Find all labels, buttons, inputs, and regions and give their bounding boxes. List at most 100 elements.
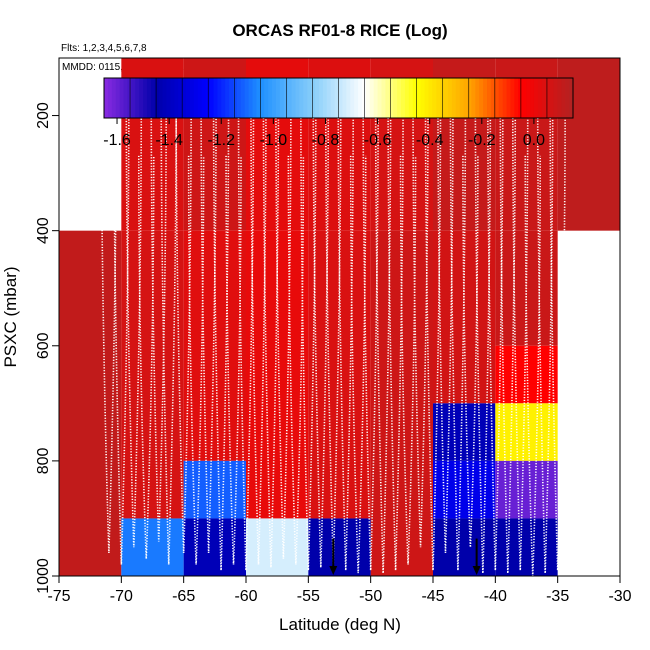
flight-profile-track: [487, 104, 504, 571]
colorbar-swatch: [338, 78, 344, 118]
flight-profile-track: [125, 104, 143, 548]
colorbar-swatch: [143, 78, 148, 118]
heatmap-cell: [495, 460, 558, 519]
colorbar-swatch: [154, 78, 160, 118]
colorbar-swatch: [490, 78, 496, 118]
colorbar-swatch: [518, 78, 523, 118]
colorbar-swatch: [549, 78, 555, 118]
colorbar-swatch: [139, 78, 144, 118]
colorbar-swatch: [209, 78, 215, 118]
colorbar-swatch: [471, 78, 476, 118]
colorbar-tick-label: -1.0: [260, 132, 288, 149]
colorbar-swatch: [135, 78, 140, 118]
colorbar-swatch: [283, 78, 289, 118]
heatmap-cell: [59, 230, 122, 576]
x-tick-label: -50: [359, 588, 382, 605]
flight-profile-track: [237, 104, 255, 571]
colorbar-swatch: [275, 78, 281, 118]
colorbar-swatch: [115, 78, 121, 118]
colorbar-swatch: [389, 78, 394, 118]
colorbar-swatch: [225, 78, 230, 118]
x-tick-label: -75: [47, 588, 70, 605]
colorbar-swatch: [322, 78, 328, 118]
flight-profile-track: [424, 104, 442, 571]
flight-profile-track: [474, 104, 492, 574]
colorbar-swatch: [537, 78, 543, 118]
colorbar-swatch: [123, 78, 129, 118]
colorbar-swatch: [424, 78, 429, 118]
colorbar-swatch: [408, 78, 414, 118]
heatmap-cell: [433, 460, 496, 519]
colorbar-swatch: [229, 78, 234, 118]
colorbar-swatch: [279, 78, 285, 118]
colorbar-swatch: [197, 78, 203, 118]
colorbar-swatch: [334, 78, 340, 118]
colorbar-swatch: [240, 78, 246, 118]
colorbar: -1.6 -1.4 -1.2 -1.0 -0.8 -0.6 -0.4 -0.2 0.0: [103, 77, 574, 149]
flight-profile-track: [549, 104, 566, 571]
colorbar-swatch: [498, 78, 504, 118]
flight-profile-track: [499, 104, 517, 574]
colorbar-swatch: [381, 78, 386, 118]
colorbar-tick-label: -1.2: [207, 132, 235, 149]
colorbar-swatch: [264, 78, 269, 118]
heatmap-cell: [246, 518, 309, 576]
colorbar-swatch: [545, 78, 551, 118]
colorbar-swatch: [506, 78, 512, 118]
colorbar-swatch: [373, 78, 379, 118]
colorbar-swatch: [361, 78, 367, 118]
colorbar-swatch: [354, 78, 359, 118]
x-tick-label: -65: [172, 588, 195, 605]
colorbar-swatch: [193, 78, 199, 118]
flight-profile-track: [300, 104, 317, 571]
colorbar-swatch: [232, 78, 238, 118]
colorbar-swatch: [475, 78, 480, 118]
heatmap-cell: [183, 518, 246, 576]
heatmap-cell: [495, 403, 558, 461]
surface-markers: [329, 538, 481, 575]
colorbar-tick-label: -1.4: [155, 132, 183, 149]
x-tick-label: -30: [608, 588, 631, 605]
colorbar-swatch: [561, 78, 566, 118]
colorbar-swatch: [401, 78, 406, 118]
y-tick-label: 1000: [35, 558, 52, 594]
colorbar-tick-label: -1.6: [103, 132, 131, 149]
flight-profile-track: [250, 104, 267, 565]
y-axis-label: PSXC (mbar): [1, 266, 20, 367]
colorbar-swatch: [416, 78, 422, 118]
flight-profile-track: [287, 155, 305, 565]
colorbar-swatch: [502, 78, 508, 118]
colorbar-swatch: [127, 78, 132, 118]
colorbar-swatch: [186, 78, 191, 118]
colorbar-swatch: [244, 78, 250, 118]
colorbar-tick-label: -0.8: [312, 132, 340, 149]
colorbar-swatch: [553, 78, 558, 118]
colorbar-swatch: [459, 78, 465, 118]
colorbar-swatch: [377, 78, 383, 118]
x-tick-label: -35: [546, 588, 569, 605]
x-axis: -75 -70 -65 -60 -55 -50 -45 -40 -35 -30: [47, 575, 632, 605]
colorbar-swatch: [213, 78, 218, 118]
colorbar-swatch: [514, 78, 519, 118]
y-tick-label: 400: [35, 217, 52, 244]
colorbar-swatch: [412, 78, 418, 118]
colorbar-swatch: [299, 78, 304, 118]
colorbar-swatch: [287, 78, 293, 118]
colorbar-swatch: [174, 78, 179, 118]
colorbar-swatch: [111, 78, 117, 118]
flight-profile-track: [536, 104, 554, 574]
colorbar-swatch: [221, 78, 226, 118]
surface-marker-arrow: [472, 566, 481, 575]
colorbar-swatch: [158, 78, 164, 118]
colorbar-swatch: [451, 78, 457, 118]
x-tick-label: -70: [110, 588, 133, 605]
colorbar-swatch: [365, 78, 371, 118]
flight-profile-track: [349, 155, 367, 574]
flight-profile-track: [200, 104, 217, 554]
colorbar-swatch: [510, 78, 515, 118]
heatmap-cell: [121, 518, 184, 576]
flight-profile-tracks: [100, 103, 566, 577]
x-tick-label: -40: [484, 588, 507, 605]
colorbar-swatch: [522, 78, 527, 118]
